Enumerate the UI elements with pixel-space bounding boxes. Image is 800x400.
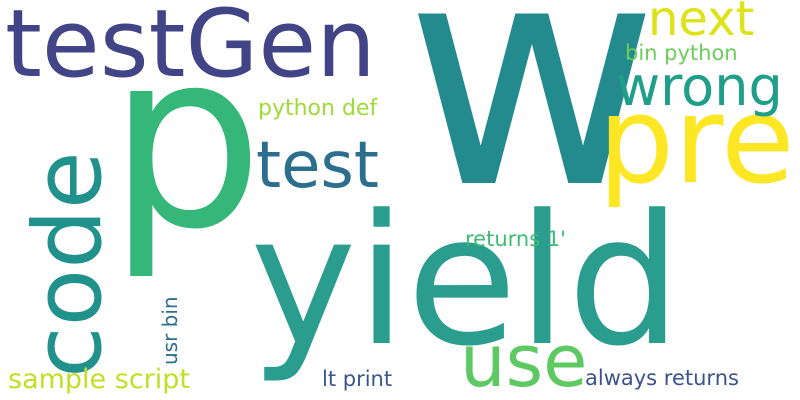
word-next: next — [648, 0, 755, 47]
word-always-returns: always returns — [585, 366, 739, 390]
word-w: w — [405, 0, 659, 257]
word-python-def: python def — [258, 96, 378, 121]
word-lt-print: lt print — [322, 367, 393, 391]
word-pre: pre — [598, 72, 795, 211]
word-p: p — [108, 0, 264, 283]
word-test: test — [256, 129, 379, 203]
word-yield: yield — [250, 177, 682, 386]
word-sample-script: sample script — [8, 364, 190, 395]
word-testgen: testGen — [5, 0, 376, 99]
word-bin-python: bin python — [625, 41, 738, 65]
word-usr-bin: usr bin — [158, 296, 182, 365]
word-wrong: wrong — [616, 55, 783, 118]
word-returns-1: returns 1' — [465, 227, 566, 251]
word-use: use — [460, 319, 588, 400]
word-code: code — [14, 151, 123, 378]
